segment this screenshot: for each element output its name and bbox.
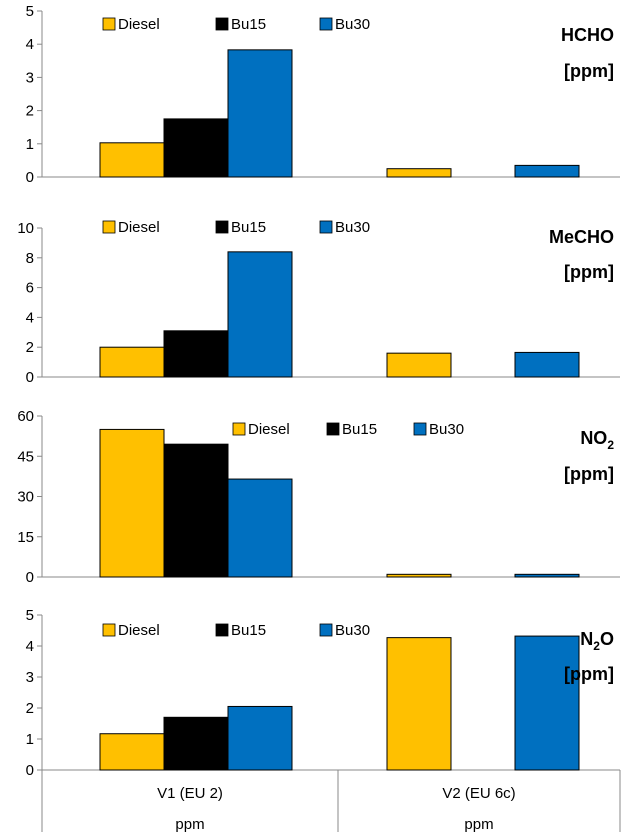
legend-swatch-diesel bbox=[232, 422, 246, 436]
y-tick-label: 0 bbox=[26, 169, 34, 186]
legend-label-diesel: Diesel bbox=[118, 16, 160, 33]
y-tick-label: 5 bbox=[26, 3, 34, 20]
y-tick-label: 15 bbox=[17, 529, 34, 546]
bar-bu30-1 bbox=[227, 251, 293, 378]
legend-swatch-bu30 bbox=[319, 623, 333, 637]
legend-label-bu15: Bu15 bbox=[231, 16, 266, 33]
bar-diesel-2 bbox=[386, 168, 452, 178]
bar-bu15-1 bbox=[163, 443, 229, 578]
bar-diesel-1 bbox=[99, 428, 165, 578]
legend-swatch-bu15 bbox=[326, 422, 340, 436]
panel-title: HCHO bbox=[561, 25, 614, 45]
bar-diesel-1 bbox=[99, 346, 165, 378]
panel-unit: [ppm] bbox=[564, 464, 614, 484]
bar-diesel-1 bbox=[99, 142, 165, 178]
bar-bu30-1 bbox=[227, 478, 293, 578]
y-tick-label: 1 bbox=[26, 731, 34, 748]
legend-label-bu15: Bu15 bbox=[231, 219, 266, 236]
panel-title: MeCHO bbox=[549, 227, 614, 247]
y-tick-label: 60 bbox=[17, 408, 34, 425]
legend-label-bu15: Bu15 bbox=[342, 421, 377, 438]
y-tick-label: 6 bbox=[26, 280, 34, 297]
bar-bu15-1 bbox=[163, 118, 229, 178]
legend-swatch-diesel bbox=[102, 623, 116, 637]
bar-bu15-1 bbox=[163, 330, 229, 378]
chart-panel-4: 0 1 2 3 4 5 Diesel Bu15 Bu30 N2O [ppm] bbox=[26, 607, 620, 779]
panel-title: N2O bbox=[580, 629, 614, 653]
bar-bu30-2 bbox=[514, 351, 580, 378]
legend-swatch-diesel bbox=[102, 220, 116, 234]
bar-diesel-2 bbox=[386, 637, 452, 771]
legend-swatch-diesel bbox=[102, 17, 116, 31]
chart-panel-1: 0 1 2 3 4 5 Diesel Bu15 Bu30 HCHO [ppm] bbox=[26, 3, 620, 186]
bar-bu30-1 bbox=[227, 49, 293, 178]
x-category-unit: ppm bbox=[464, 816, 493, 833]
legend-label-bu30: Bu30 bbox=[335, 219, 370, 236]
legend-label-diesel: Diesel bbox=[118, 219, 160, 236]
legend-label-bu30: Bu30 bbox=[335, 622, 370, 639]
legend-swatch-bu30 bbox=[413, 422, 427, 436]
bar-bu15-1 bbox=[163, 716, 229, 771]
y-tick-label: 0 bbox=[26, 569, 34, 586]
panel-unit: [ppm] bbox=[564, 61, 614, 81]
legend-swatch-bu30 bbox=[319, 220, 333, 234]
y-tick-label: 45 bbox=[17, 448, 34, 465]
y-tick-label: 3 bbox=[26, 669, 34, 686]
category-table: V1 (EU 2) V2 (EU 6c) ppm ppm bbox=[41, 770, 621, 833]
bar-diesel-2 bbox=[386, 573, 452, 578]
y-tick-label: 2 bbox=[26, 103, 34, 120]
y-tick-label: 10 bbox=[17, 220, 34, 237]
x-category-unit: ppm bbox=[175, 816, 204, 833]
panel-unit: [ppm] bbox=[564, 664, 614, 684]
chart-panel-3: 0 15 30 45 60 Diesel Bu15 Bu30 NO2 [ppm] bbox=[17, 408, 620, 586]
legend-label-bu30: Bu30 bbox=[335, 16, 370, 33]
bar-diesel-2 bbox=[386, 352, 452, 378]
legend-label-diesel: Diesel bbox=[118, 622, 160, 639]
x-category-label: V1 (EU 2) bbox=[157, 785, 223, 802]
x-category-label: V2 (EU 6c) bbox=[442, 785, 515, 802]
bar-bu30-2 bbox=[514, 164, 580, 178]
y-tick-label: 3 bbox=[26, 69, 34, 86]
bar-diesel-1 bbox=[99, 733, 165, 771]
legend-label-bu15: Bu15 bbox=[231, 622, 266, 639]
y-tick-label: 4 bbox=[26, 638, 34, 655]
y-tick-label: 8 bbox=[26, 250, 34, 267]
y-tick-label: 0 bbox=[26, 762, 34, 779]
bar-bu30-2 bbox=[514, 635, 580, 771]
y-tick-label: 30 bbox=[17, 489, 34, 506]
y-tick-label: 1 bbox=[26, 136, 34, 153]
y-tick-label: 0 bbox=[26, 369, 34, 386]
bar-bu30-2 bbox=[514, 573, 580, 578]
y-tick-label: 4 bbox=[26, 309, 34, 326]
chart-panel-2: 0 2 4 6 8 10 Diesel Bu15 Bu30 MeCHO [ppm] bbox=[17, 219, 620, 386]
panel-title: NO2 bbox=[580, 428, 614, 452]
legend-label-bu30: Bu30 bbox=[429, 421, 464, 438]
y-tick-label: 2 bbox=[26, 339, 34, 356]
legend-swatch-bu15 bbox=[215, 17, 229, 31]
y-tick-label: 5 bbox=[26, 607, 34, 624]
bar-bu30-1 bbox=[227, 705, 293, 771]
y-tick-label: 4 bbox=[26, 36, 34, 53]
legend-swatch-bu30 bbox=[319, 17, 333, 31]
legend-swatch-bu15 bbox=[215, 220, 229, 234]
y-tick-label: 2 bbox=[26, 700, 34, 717]
panel-unit: [ppm] bbox=[564, 262, 614, 282]
legend-swatch-bu15 bbox=[215, 623, 229, 637]
legend-label-diesel: Diesel bbox=[248, 421, 290, 438]
